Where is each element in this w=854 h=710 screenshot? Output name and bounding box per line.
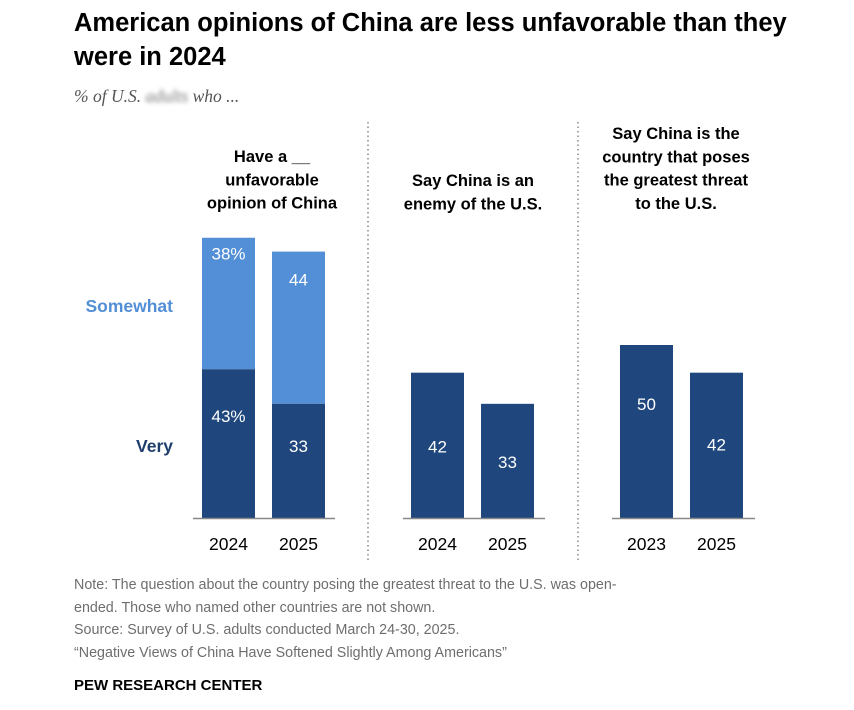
x-tick-label-panel-2-2025: 2025 (488, 534, 527, 554)
panel-1-title-line-3: opinion of China (207, 195, 338, 213)
panel-1-title-line-1: Have a __ (234, 148, 311, 166)
bar-chart: Have a __ unfavorable opinion of China 38% 4… (85, 122, 755, 562)
panel-3-title-line-3: the greatest threat (604, 172, 748, 190)
data-label-somewhat-2024: 38% (211, 245, 245, 264)
bar-somewhat-2024 (202, 237, 255, 370)
data-label-panel-3-2023: 50 (637, 395, 656, 414)
panel-2-title-line-1: Say China is an (412, 172, 534, 190)
note-line-2: ended. Those who named other countries a… (74, 599, 436, 616)
bar-very-2024 (202, 369, 255, 518)
data-label-panel-2-2025: 33 (498, 453, 517, 472)
bar-somewhat-2025 (272, 251, 325, 404)
source-organization: PEW RESEARCH CENTER (74, 677, 263, 694)
subtitle-suffix: who ... (188, 86, 240, 106)
x-tick-label-panel-1-2024: 2024 (209, 534, 248, 554)
note-line-1: Note: The question about the country pos… (74, 577, 617, 593)
subtitle-obscured-word: adults (145, 86, 189, 106)
bar-panel-3-2023 (620, 345, 673, 518)
chart-title: American opinions of China are less unfa… (74, 9, 787, 71)
panel-3-title-line-4: to the U.S. (635, 195, 717, 213)
bar-panel-2-2025 (481, 403, 534, 518)
data-label-somewhat-2025: 44 (289, 271, 308, 290)
legend-label-very: Very (136, 436, 173, 456)
chart-subtitle: % of U.S. adults who ... (74, 86, 239, 107)
legend-label-somewhat: Somewhat (85, 296, 173, 316)
data-label-very-2025: 33 (289, 437, 308, 456)
x-tick-label-panel-1-2025: 2025 (279, 534, 318, 554)
source-line: Source: Survey of U.S. adults conducted … (74, 622, 460, 638)
panel-2-title-line-2: enemy of the U.S. (404, 195, 542, 213)
chart-notes: Note: The question about the country pos… (74, 574, 794, 664)
report-title-line: “Negative Views of China Have Softened S… (74, 644, 507, 661)
bar-very-2025 (272, 403, 325, 518)
panel-1-title-line-2: unfavorable (225, 171, 319, 189)
data-label-panel-2-2024: 42 (428, 438, 447, 457)
x-tick-label-panel-2-2024: 2024 (418, 534, 457, 554)
data-label-panel-3-2025: 42 (707, 436, 726, 455)
panel-3-title-line-2: country that poses (602, 148, 750, 166)
panel-3-title-line-1: Say China is the (612, 125, 739, 143)
subtitle-prefix: % of U.S. (74, 86, 146, 106)
data-label-very-2024: 43% (211, 407, 245, 426)
x-tick-label-panel-3-2023: 2023 (627, 534, 666, 554)
bar-panel-2-2024 (411, 372, 464, 518)
bar-panel-3-2025 (690, 372, 743, 518)
x-tick-label-panel-3-2025: 2025 (697, 534, 736, 554)
